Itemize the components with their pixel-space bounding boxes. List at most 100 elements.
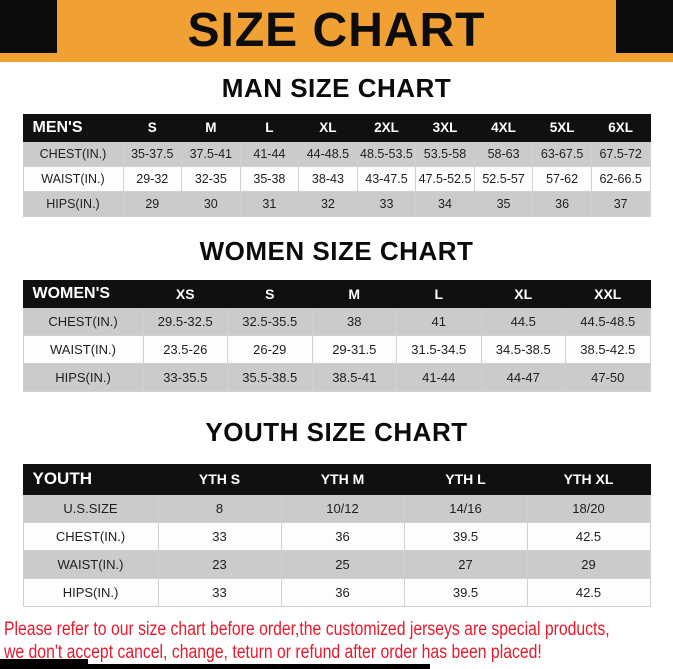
group-header-cell: MEN'S	[22, 113, 124, 142]
measure-value-cell: 33	[157, 577, 282, 607]
measure-value-cell: 23.5-26	[142, 334, 228, 364]
size-header-cell: YTH S	[157, 463, 282, 495]
size-header-cell: L	[239, 113, 300, 142]
measure-value-cell: 36	[532, 190, 592, 217]
group-header-cell: YOUTH	[22, 463, 159, 495]
measure-value-cell: 25	[280, 549, 405, 579]
measure-value-cell: 14/16	[403, 493, 528, 523]
measure-value-cell: 38.5-41	[311, 362, 397, 392]
measure-value-cell: 47.5-52.5	[415, 165, 475, 192]
measure-value-cell: 39.5	[403, 577, 528, 607]
size-header-cell: 5XL	[532, 113, 592, 142]
measure-value-cell: 35	[473, 190, 534, 217]
footer-note-line1: Please refer to our size chart before or…	[4, 618, 610, 640]
measure-value-cell: 58-63	[473, 140, 534, 167]
measure-value-cell: 36	[280, 521, 405, 551]
measure-value-cell: 27	[403, 549, 528, 579]
measure-value-cell: 39.5	[403, 521, 528, 551]
measure-value-cell: 41-44	[239, 140, 300, 167]
measure-value-cell: 35-37.5	[122, 140, 183, 167]
measure-value-cell: 26-29	[227, 334, 313, 364]
measure-value-cell: 31.5-34.5	[396, 334, 482, 364]
measure-value-cell: 41	[396, 306, 482, 336]
measure-value-cell: 34.5-38.5	[480, 334, 566, 364]
measure-value-cell: 29-31.5	[311, 334, 397, 364]
measure-value-cell: 53.5-58	[415, 140, 475, 167]
measure-label-cell: WAIST(IN.)	[22, 165, 124, 192]
measure-value-cell: 52.5-57	[473, 165, 534, 192]
footer-note: Please refer to our size chart before or…	[0, 618, 673, 664]
size-header-cell: 2XL	[356, 113, 417, 142]
bottom-corner-mark	[0, 659, 88, 669]
measure-value-cell: 38-43	[298, 165, 358, 192]
measure-value-cell: 35.5-38.5	[227, 362, 313, 392]
measure-value-cell: 36	[280, 577, 405, 607]
measure-value-cell: 10/12	[280, 493, 405, 523]
measure-label-cell: WAIST(IN.)	[22, 549, 159, 579]
youth-size-section: YOUTH SIZE CHART YOUTH YTH S YTH M YTH L…	[0, 417, 673, 607]
measure-value-cell: 29	[526, 549, 651, 579]
men-chest-row: CHEST(IN.) 35-37.5 37.5-41 41-44 44-48.5…	[22, 140, 651, 167]
measure-value-cell: 38.5-42.5	[565, 334, 651, 364]
measure-value-cell: 47-50	[565, 362, 651, 392]
women-section-title: WOMEN SIZE CHART	[199, 235, 474, 266]
women-hips-row: HIPS(IN.) 33-35.5 35.5-38.5 38.5-41 41-4…	[22, 362, 651, 392]
size-header-cell: YTH L	[403, 463, 528, 495]
group-header-cell: WOMEN'S	[22, 279, 144, 308]
measure-value-cell: 30	[181, 190, 241, 217]
measure-label-cell: HIPS(IN.)	[22, 577, 159, 607]
size-header-cell: M	[311, 279, 397, 308]
size-header-cell: YTH XL	[526, 463, 651, 495]
youth-hips-row: HIPS(IN.) 33 36 39.5 42.5	[22, 577, 651, 607]
banner-corner-left	[0, 0, 57, 53]
measure-value-cell: 35-38	[239, 165, 300, 192]
measure-value-cell: 41-44	[396, 362, 482, 392]
size-header-cell: XS	[142, 279, 228, 308]
measure-label-cell: CHEST(IN.)	[22, 306, 144, 336]
measure-value-cell: 42.5	[526, 521, 651, 551]
measure-value-cell: 31	[239, 190, 300, 217]
size-header-cell: XL	[298, 113, 358, 142]
youth-waist-row: WAIST(IN.) 23 25 27 29	[22, 549, 651, 579]
size-header-cell: S	[227, 279, 313, 308]
measure-value-cell: 33	[356, 190, 417, 217]
measure-value-cell: 67.5-72	[590, 140, 651, 167]
men-size-table: MEN'S S M L XL 2XL 3XL 4XL 5XL 6XL CHEST…	[22, 113, 651, 217]
size-header-cell: XXL	[565, 279, 651, 308]
size-header-cell: S	[122, 113, 183, 142]
measure-value-cell: 32.5-35.5	[227, 306, 313, 336]
size-header-cell: 3XL	[415, 113, 475, 142]
measure-value-cell: 18/20	[526, 493, 651, 523]
measure-value-cell: 44.5-48.5	[565, 306, 651, 336]
measure-label-cell: HIPS(IN.)	[22, 362, 144, 392]
measure-value-cell: 48.5-53.5	[356, 140, 417, 167]
size-header-cell: 4XL	[473, 113, 534, 142]
size-header-cell: 6XL	[590, 113, 651, 142]
measure-value-cell: 29	[122, 190, 183, 217]
measure-value-cell: 29.5-32.5	[142, 306, 228, 336]
measure-value-cell: 38	[311, 306, 397, 336]
men-header-row: MEN'S S M L XL 2XL 3XL 4XL 5XL 6XL	[22, 113, 651, 142]
measure-label-cell: WAIST(IN.)	[22, 334, 144, 364]
size-header-cell: M	[181, 113, 241, 142]
measure-value-cell: 32	[298, 190, 358, 217]
measure-value-cell: 57-62	[532, 165, 592, 192]
measure-value-cell: 23	[157, 549, 282, 579]
measure-label-cell: CHEST(IN.)	[22, 521, 159, 551]
measure-value-cell: 33-35.5	[142, 362, 228, 392]
youth-header-row: YOUTH YTH S YTH M YTH L YTH XL	[22, 463, 651, 495]
measure-value-cell: 44-47	[480, 362, 566, 392]
measure-value-cell: 44.5	[480, 306, 566, 336]
measure-label-cell: U.S.SIZE	[22, 493, 159, 523]
men-section-title: MAN SIZE CHART	[221, 73, 452, 103]
youth-ussize-row: U.S.SIZE 8 10/12 14/16 18/20	[22, 493, 651, 523]
measure-value-cell: 8	[157, 493, 282, 523]
men-waist-row: WAIST(IN.) 29-32 32-35 35-38 38-43 43-47…	[22, 165, 651, 192]
footer-note-line2: we don't accept cancel, change, teturn o…	[4, 641, 542, 663]
measure-value-cell: 37	[590, 190, 651, 217]
measure-label-cell: HIPS(IN.)	[22, 190, 124, 217]
women-chest-row: CHEST(IN.) 29.5-32.5 32.5-35.5 38 41 44.…	[22, 306, 651, 336]
measure-value-cell: 34	[415, 190, 475, 217]
women-size-table: WOMEN'S XS S M L XL XXL CHEST(IN.) 29.5-…	[22, 279, 651, 392]
